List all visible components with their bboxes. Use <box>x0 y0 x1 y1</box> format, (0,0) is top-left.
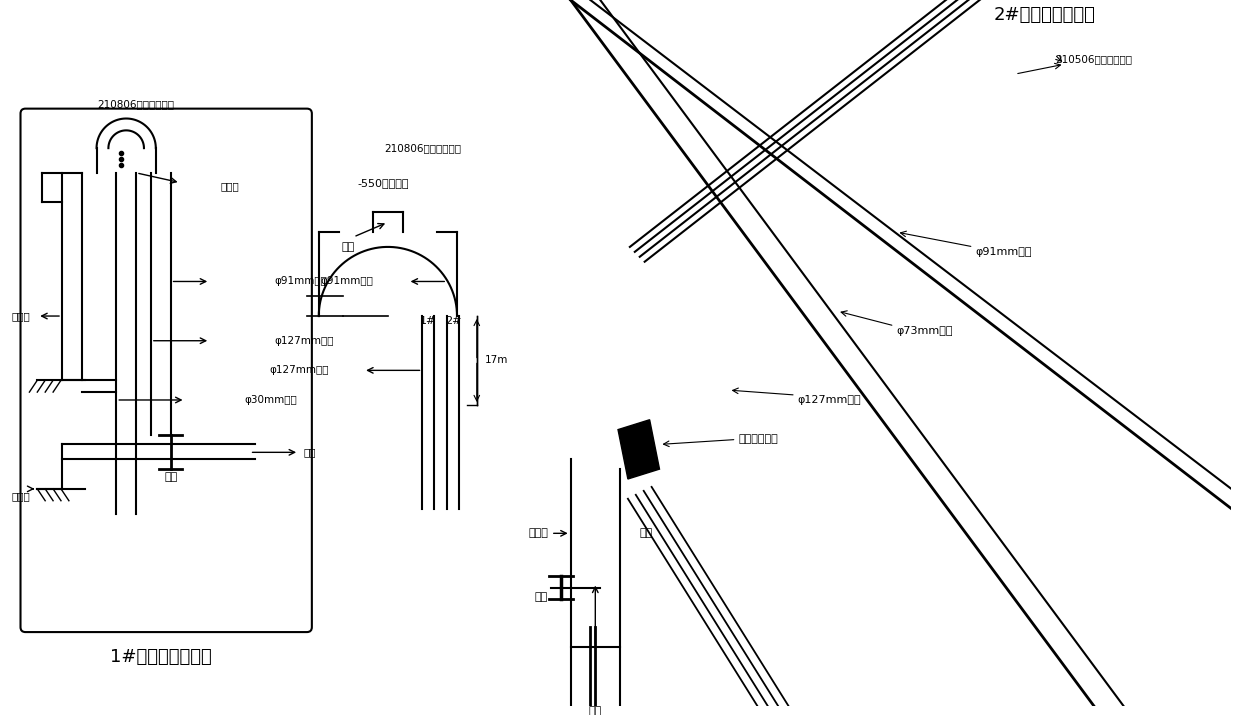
Text: 孔口封闭材料: 孔口封闭材料 <box>738 435 778 445</box>
Text: φ127mm套管: φ127mm套管 <box>274 336 333 346</box>
Text: 17m: 17m <box>484 355 508 365</box>
Text: 1#: 1# <box>420 316 436 326</box>
Text: 出水口: 出水口 <box>11 311 31 321</box>
Text: 压风: 压风 <box>304 448 316 458</box>
Text: 210806机巷运煤联巷: 210806机巷运煤联巷 <box>384 143 461 153</box>
Text: 210506机巷运煤联巷: 210506机巷运煤联巷 <box>1056 54 1132 64</box>
Text: -550轨道石门: -550轨道石门 <box>357 178 409 188</box>
Text: 出水口: 出水口 <box>11 490 31 500</box>
Text: φ127mm套管: φ127mm套管 <box>269 365 328 375</box>
Text: 闸阀: 闸阀 <box>535 593 548 603</box>
Text: 闸阀: 闸阀 <box>164 472 177 482</box>
Text: φ73mm套管: φ73mm套管 <box>897 326 953 336</box>
Text: φ91mm裸孔: φ91mm裸孔 <box>274 277 327 287</box>
Text: 压风: 压风 <box>589 706 602 715</box>
Text: φ91mm裸孔: φ91mm裸孔 <box>320 277 373 287</box>
Text: 210806机巷运煤联巷: 210806机巷运煤联巷 <box>98 99 175 109</box>
Text: 1#钻孔结构放大图: 1#钻孔结构放大图 <box>110 648 212 666</box>
Text: φ30mm钢管: φ30mm钢管 <box>244 395 297 405</box>
Text: 出水口: 出水口 <box>528 528 548 538</box>
Text: 2#钻孔结构放大图: 2#钻孔结构放大图 <box>994 6 1095 24</box>
Text: 水沟: 水沟 <box>342 242 356 252</box>
Text: 2#: 2# <box>445 316 461 326</box>
Text: φ91mm裸孔: φ91mm裸孔 <box>975 247 1032 257</box>
Text: 卷带: 卷带 <box>639 528 653 538</box>
Polygon shape <box>618 420 659 479</box>
Text: φ127mm套管: φ127mm套管 <box>798 395 861 405</box>
Text: 混合器: 混合器 <box>221 181 239 191</box>
